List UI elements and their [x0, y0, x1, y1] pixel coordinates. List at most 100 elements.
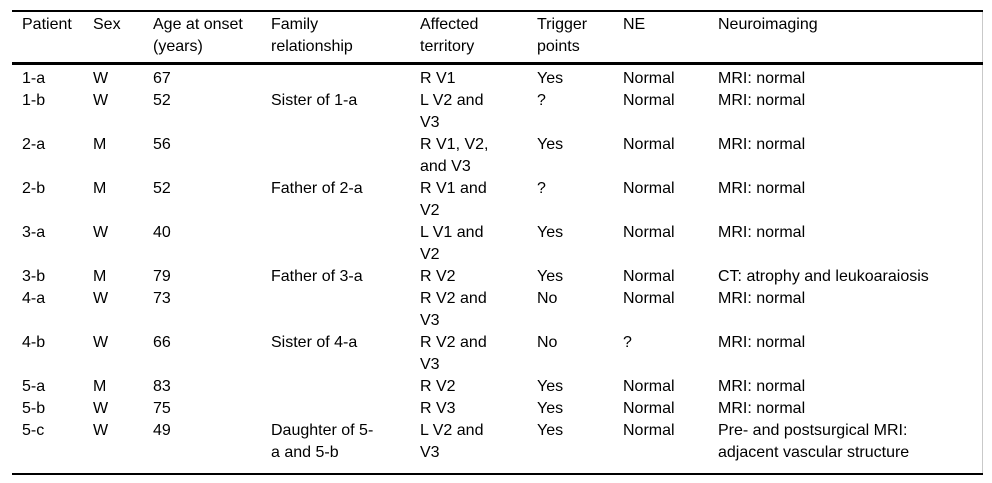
cell-age: 67	[153, 70, 171, 87]
cell-patient: 4-a	[22, 290, 46, 307]
table-row: 5-c W 49 Daughter of 5-a and 5-b L V2 and V3…	[12, 420, 982, 474]
cell-family	[271, 288, 420, 332]
cell-family: Daughter of 5-a and 5-b	[271, 422, 374, 461]
cell-sex: M	[93, 180, 107, 197]
cell-neuro: Pre- and postsurgical MRI: adjacent vasc…	[718, 422, 910, 461]
cell-territory: L V2 and V3	[420, 422, 484, 461]
cell-family: Sister of 4-a	[271, 334, 358, 351]
cell-territory: R V2	[420, 378, 456, 395]
cell-territory: R V1	[420, 70, 456, 87]
cell-family	[271, 134, 420, 178]
cell-sex: M	[93, 268, 107, 285]
cell-sex: W	[93, 70, 109, 87]
cell-ne: ?	[623, 334, 632, 351]
cell-ne: Normal	[623, 180, 675, 197]
cell-trigger: Yes	[537, 422, 564, 439]
cell-sex: W	[93, 422, 109, 439]
cell-neuro: MRI: normal	[718, 70, 806, 87]
cell-age: 52	[153, 92, 171, 109]
cell-age: 75	[153, 400, 171, 417]
table-row: 2-b M 52 Father of 2-a R V1 and V2? Normal MRI…	[12, 178, 982, 222]
cell-ne: Normal	[623, 268, 675, 285]
cell-patient: 1-a	[22, 70, 46, 87]
cell-territory: R V2 and V3	[420, 290, 487, 329]
table-row: 1-a W 67 R V1 Yes Normal MRI: normal	[12, 64, 982, 91]
cell-territory: R V2	[420, 268, 456, 285]
cell-family: Father of 2-a	[271, 180, 363, 197]
cell-patient: 5-a	[22, 378, 46, 395]
column-header-trigger: Trigger points	[537, 16, 588, 55]
cell-neuro: MRI: normal	[718, 334, 806, 351]
cell-sex: W	[93, 224, 109, 241]
cell-neuro: CT: atrophy and leukoaraiosis	[718, 268, 929, 285]
cell-ne: Normal	[623, 290, 675, 307]
cell-patient: 3-a	[22, 224, 46, 241]
table-row: 1-b W 52 Sister of 1-a L V2 and V3? Normal MRI…	[12, 90, 982, 134]
column-header-family: Family relationship	[271, 16, 353, 55]
cell-family: Father of 3-a	[271, 268, 363, 285]
patient-case-table: Patient Sex Age at onset (years) Family rel…	[12, 10, 983, 475]
cell-trigger: No	[537, 290, 558, 307]
cell-ne: Normal	[623, 422, 675, 439]
cell-trigger: Yes	[537, 224, 564, 241]
cell-patient: 5-b	[22, 400, 46, 417]
cell-age: 56	[153, 136, 171, 153]
table-header-row: Patient Sex Age at onset (years) Family rel…	[12, 11, 982, 64]
cell-neuro: MRI: normal	[718, 180, 806, 197]
cell-sex: W	[93, 334, 109, 351]
cell-family	[271, 64, 420, 91]
cell-family	[271, 398, 420, 420]
table-row: 3-a W 40 L V1 and V2 Yes Normal MRI: normal	[12, 222, 982, 266]
cell-trigger: Yes	[537, 400, 564, 417]
cell-patient: 2-a	[22, 136, 46, 153]
column-header-neuro: Neuroimaging	[718, 16, 818, 33]
cell-neuro: MRI: normal	[718, 400, 806, 417]
cell-territory: L V1 and V2	[420, 224, 484, 263]
cell-sex: M	[93, 378, 107, 395]
cell-trigger: Yes	[537, 268, 564, 285]
cell-age: 73	[153, 290, 171, 307]
cell-neuro: MRI: normal	[718, 378, 806, 395]
table-row: 4-a W 73 R V2 and V3 No Normal MRI: normal	[12, 288, 982, 332]
cell-territory: R V2 and V3	[420, 334, 487, 373]
cell-trigger: No	[537, 334, 558, 351]
column-header-ne: NE	[623, 16, 646, 33]
cell-patient: 5-c	[22, 422, 45, 439]
cell-age: 52	[153, 180, 171, 197]
cell-neuro: MRI: normal	[718, 290, 806, 307]
cell-family	[271, 222, 420, 266]
cell-patient: 3-b	[22, 268, 46, 285]
table-row: 5-a M 83 R V2 Yes Normal MRI: normal	[12, 376, 982, 398]
cell-sex: W	[93, 92, 109, 109]
table-row: 3-b M 79 Father of 3-a R V2 Yes Normal CT: atro…	[12, 266, 982, 288]
column-header-sex: Sex	[93, 16, 121, 33]
cell-ne: Normal	[623, 92, 675, 109]
cell-trigger: Yes	[537, 70, 564, 87]
cell-territory: L V2 and V3	[420, 92, 484, 131]
cell-territory: R V3	[420, 400, 456, 417]
cell-ne: Normal	[623, 136, 675, 153]
cell-age: 49	[153, 422, 171, 439]
cell-sex: W	[93, 400, 109, 417]
cell-trigger: ?	[537, 180, 546, 197]
cell-neuro: MRI: normal	[718, 92, 806, 109]
column-header-territory: Affected territory	[420, 16, 479, 55]
cell-age: 83	[153, 378, 171, 395]
cell-age: 66	[153, 334, 171, 351]
column-header-patient: Patient	[22, 16, 72, 33]
cell-neuro: MRI: normal	[718, 136, 806, 153]
cell-age: 40	[153, 224, 171, 241]
cell-territory: R V1 and V2	[420, 180, 487, 219]
cell-sex: M	[93, 136, 107, 153]
cell-territory: R V1, V2, and V3	[420, 136, 489, 175]
column-header-age: Age at onset (years)	[153, 16, 243, 55]
cell-ne: Normal	[623, 224, 675, 241]
table-row: 2-a M 56 R V1, V2, and V3 Yes Normal MRI: norm…	[12, 134, 982, 178]
cell-trigger: ?	[537, 92, 546, 109]
cell-trigger: Yes	[537, 136, 564, 153]
cell-family: Sister of 1-a	[271, 92, 358, 109]
cell-patient: 2-b	[22, 180, 46, 197]
table-row: 5-b W 75 R V3 Yes Normal MRI: normal	[12, 398, 982, 420]
cell-age: 79	[153, 268, 171, 285]
